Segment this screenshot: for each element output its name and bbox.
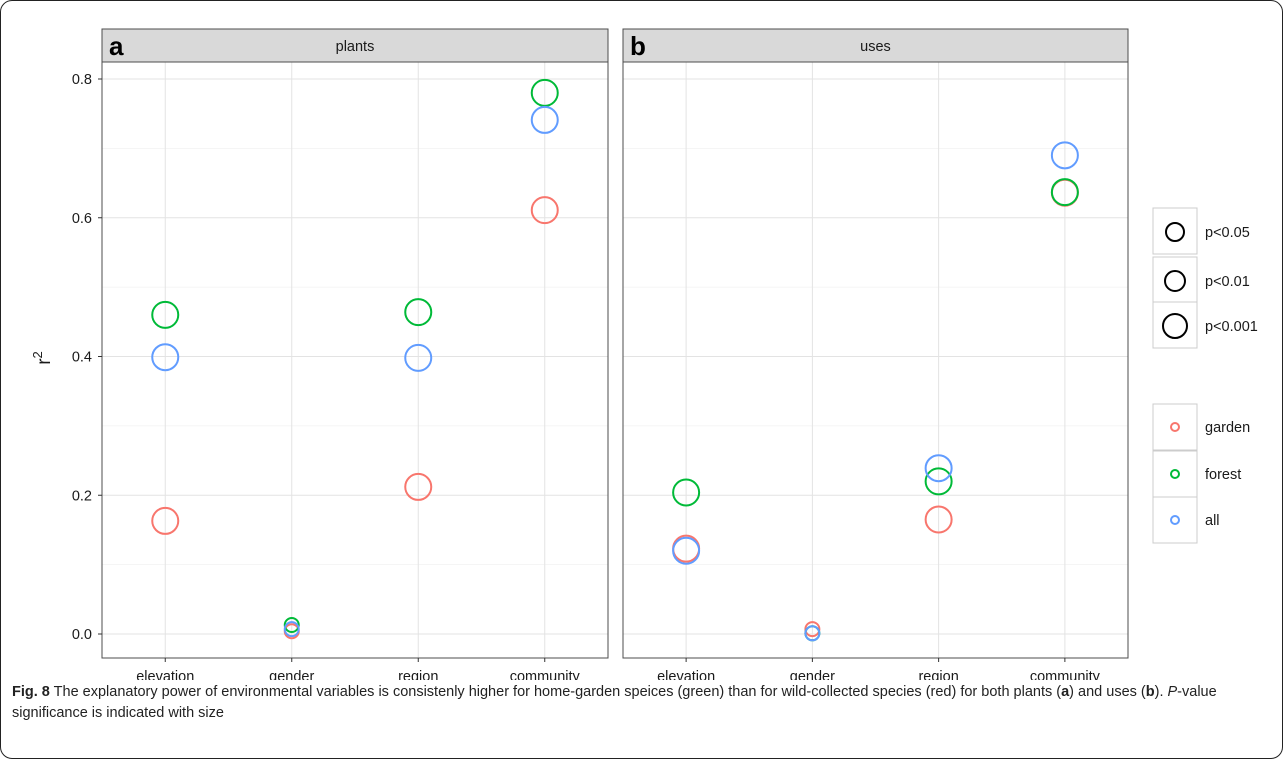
data-point-all xyxy=(530,105,559,134)
x-tick-label: gender xyxy=(269,669,314,680)
y-axis-title: r2 xyxy=(30,351,55,365)
color-legend-symbol xyxy=(1170,422,1180,432)
color-legend-symbol xyxy=(1170,469,1180,479)
data-point-forest xyxy=(1050,178,1079,207)
data-point-all xyxy=(1050,141,1079,170)
data-point-all xyxy=(404,343,433,372)
figure-caption: Fig. 8 The explanatory power of environm… xyxy=(12,682,1272,724)
facet-strip-label: uses xyxy=(860,39,891,55)
caption-fig-label: Fig. 8 xyxy=(12,684,50,700)
data-point-all xyxy=(672,536,701,565)
data-point-forest xyxy=(283,616,300,633)
data-point-all xyxy=(151,343,180,372)
facet-strip-label: plants xyxy=(336,39,375,55)
data-point-forest xyxy=(672,478,701,507)
size-legend-symbol xyxy=(1162,313,1188,339)
caption-p: P xyxy=(1167,684,1178,700)
caption-text-3: ). xyxy=(1154,684,1168,700)
size-legend-symbol xyxy=(1165,222,1185,242)
x-tick-label: gender xyxy=(790,669,835,680)
x-tick-label: elevation xyxy=(136,669,194,680)
facet-strip xyxy=(622,28,1129,63)
data-point-garden xyxy=(530,196,559,225)
color-legend-label: forest xyxy=(1205,467,1241,483)
x-tick-label: community xyxy=(1030,669,1101,680)
x-tick-label: region xyxy=(398,669,438,680)
size-legend-key xyxy=(1152,256,1198,304)
caption-text-2: ) and uses ( xyxy=(1069,684,1146,700)
data-point-garden xyxy=(804,621,821,638)
color-legend-label: all xyxy=(1205,513,1220,529)
x-tick-label: community xyxy=(510,669,581,680)
size-legend-label: p<0.01 xyxy=(1205,274,1250,290)
size-legend-key xyxy=(1152,301,1198,349)
y-tick-label: 0.4 xyxy=(72,350,92,366)
panel-background xyxy=(623,62,1128,658)
data-point-all xyxy=(924,454,953,483)
panel-background xyxy=(102,62,608,658)
data-point-garden xyxy=(924,505,953,534)
data-point-garden xyxy=(404,472,433,501)
size-legend-key xyxy=(1152,207,1198,255)
size-legend-symbol xyxy=(1164,270,1186,292)
color-legend-symbol xyxy=(1170,515,1180,525)
color-legend-label: garden xyxy=(1205,420,1250,436)
data-point-garden xyxy=(151,506,180,535)
y-tick-label: 0.2 xyxy=(72,488,92,504)
color-legend-key xyxy=(1152,403,1198,451)
data-point-forest xyxy=(151,300,180,329)
color-legend-key xyxy=(1152,496,1198,544)
data-point-forest xyxy=(530,78,559,107)
x-tick-label: elevation xyxy=(657,669,715,680)
caption-text-4: -value significance is indicated with si… xyxy=(12,684,1217,721)
caption-a: a xyxy=(1061,684,1070,700)
x-tick-label: region xyxy=(918,669,958,680)
color-legend-key xyxy=(1152,450,1198,498)
facet-strip xyxy=(101,28,609,63)
y-tick-label: 0.6 xyxy=(72,211,92,227)
panel-letter: a xyxy=(109,31,124,61)
panel-letter: b xyxy=(630,31,646,61)
data-point-all xyxy=(804,625,821,642)
data-point-all xyxy=(283,621,300,638)
size-legend-label: p<0.05 xyxy=(1205,225,1250,241)
chart: plants a elevation gender region community use… xyxy=(30,28,1258,680)
data-point-forest xyxy=(924,467,953,496)
y-tick-label: 0.0 xyxy=(72,627,92,643)
caption-text-1: The explanatory power of environmental v… xyxy=(49,684,1062,700)
size-legend-label: p<0.001 xyxy=(1205,319,1258,335)
caption-b: b xyxy=(1145,684,1155,700)
y-tick-label: 0.8 xyxy=(72,72,92,88)
data-point-forest xyxy=(404,298,433,327)
